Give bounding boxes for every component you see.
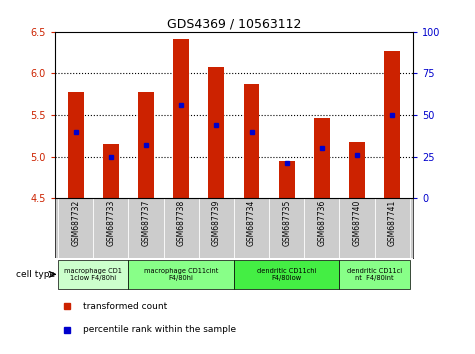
Text: GSM687741: GSM687741 (388, 200, 397, 246)
Text: transformed count: transformed count (83, 302, 168, 311)
Bar (349, 142, 365, 198)
Text: GSM687734: GSM687734 (247, 200, 256, 246)
Text: GSM687737: GSM687737 (142, 200, 151, 246)
Bar (173, 39, 189, 198)
Text: dendritic CD11chi
F4/80low: dendritic CD11chi F4/80low (257, 268, 316, 281)
Text: cell type: cell type (16, 270, 55, 279)
Bar (138, 92, 154, 198)
Title: GDS4369 / 10563112: GDS4369 / 10563112 (167, 18, 301, 31)
Text: GSM687735: GSM687735 (282, 200, 291, 246)
Bar (128, 260, 234, 289)
Bar (58, 260, 128, 289)
Text: GSM687732: GSM687732 (71, 200, 80, 246)
Bar (234, 260, 340, 289)
Text: GSM687733: GSM687733 (106, 200, 115, 246)
Bar (209, 67, 224, 198)
Text: GSM687739: GSM687739 (212, 200, 221, 246)
Text: dendritic CD11ci
nt  F4/80int: dendritic CD11ci nt F4/80int (347, 268, 402, 281)
Bar (68, 92, 84, 198)
Bar (314, 118, 330, 198)
Bar (384, 51, 400, 198)
Bar (340, 260, 410, 289)
Text: percentile rank within the sample: percentile rank within the sample (83, 325, 237, 335)
Bar (279, 161, 294, 198)
Text: macrophage CD11cint
F4/80hi: macrophage CD11cint F4/80hi (144, 268, 218, 281)
Text: macrophage CD1
1clow F4/80hi: macrophage CD1 1clow F4/80hi (65, 268, 122, 281)
Text: GSM687738: GSM687738 (177, 200, 186, 246)
Bar (103, 144, 119, 198)
Text: GSM687740: GSM687740 (352, 200, 361, 246)
Text: GSM687736: GSM687736 (317, 200, 326, 246)
Bar (244, 84, 259, 198)
